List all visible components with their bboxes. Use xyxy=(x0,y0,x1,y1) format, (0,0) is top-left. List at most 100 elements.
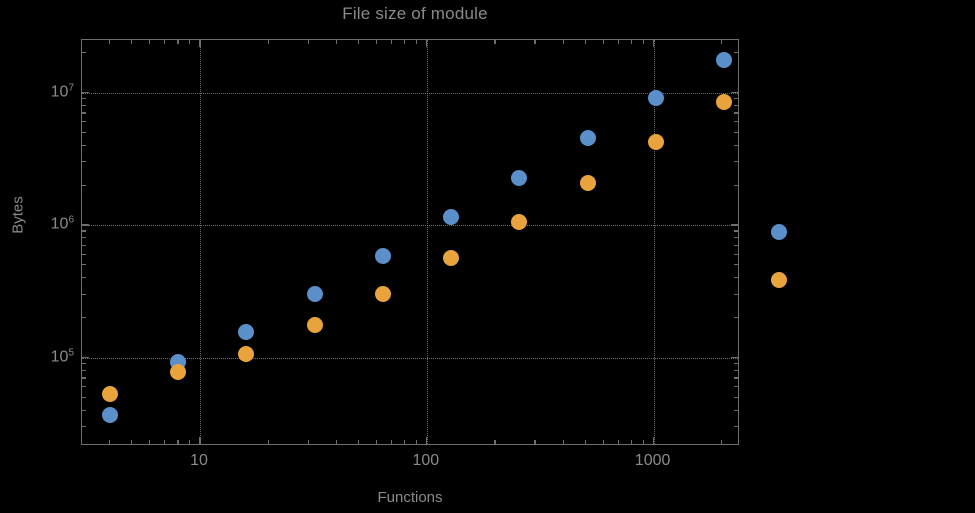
data-point-orange-series[interactable] xyxy=(306,317,323,334)
x-axis-tick-minor xyxy=(534,40,536,44)
y-axis-tick-minor xyxy=(82,396,86,398)
x-axis-tick-major xyxy=(199,40,201,47)
y-axis-tick-minor xyxy=(82,369,86,371)
x-axis-tick-minor xyxy=(149,40,151,44)
y-axis-tick-major xyxy=(731,91,738,94)
data-point-outside-orange-series[interactable] xyxy=(770,271,787,288)
y-axis-tick-minor xyxy=(734,264,738,266)
data-point-orange-series[interactable] xyxy=(374,286,391,303)
y-tick-mantissa: 10 xyxy=(50,83,69,101)
x-axis-tick-minor xyxy=(562,40,564,44)
y-axis-tick-minor xyxy=(82,97,86,100)
x-axis-tick-minor xyxy=(375,40,378,44)
x-axis-tick-minor xyxy=(404,40,406,44)
data-point-blue-series[interactable] xyxy=(101,406,118,423)
x-axis-tick-minor xyxy=(631,40,633,44)
y-axis-tick-labels: 105 106 107 xyxy=(0,0,74,513)
gridline-horizontal xyxy=(82,225,738,226)
y-axis-tick-minor xyxy=(734,396,738,398)
x-axis-tick-major xyxy=(652,40,655,47)
data-point-blue-series[interactable] xyxy=(579,130,596,147)
data-point-orange-series[interactable] xyxy=(238,345,255,362)
x-axis-tick-minor xyxy=(617,440,620,444)
x-axis-tick-minor xyxy=(164,440,166,444)
x-axis-tick-minor xyxy=(391,440,393,444)
data-point-orange-series[interactable] xyxy=(579,174,596,191)
y-axis-tick-minor xyxy=(734,369,738,371)
y-axis-tick-major xyxy=(731,356,738,359)
data-point-orange-series[interactable] xyxy=(101,386,118,403)
data-point-blue-series[interactable] xyxy=(238,324,255,341)
data-point-orange-series[interactable] xyxy=(511,213,528,230)
x-axis-tick-minor xyxy=(189,440,191,444)
x-axis-tick-minor xyxy=(721,40,723,44)
data-point-blue-series[interactable] xyxy=(374,248,391,265)
y-axis-tick-minor xyxy=(82,131,86,133)
data-point-orange-series[interactable] xyxy=(647,134,664,151)
y-tick-exponent: 7 xyxy=(68,81,74,93)
x-axis-tick-labels: 10 100 1000 xyxy=(81,452,739,476)
x-axis-tick-minor xyxy=(642,440,644,444)
y-tick-exponent: 5 xyxy=(68,346,74,358)
y-axis-tick-label: 105 xyxy=(51,347,74,366)
plot-frame xyxy=(81,39,739,445)
y-axis-tick-minor xyxy=(734,409,738,411)
y-axis-tick-minor xyxy=(82,409,86,411)
plot-area xyxy=(82,40,738,444)
x-axis-tick-minor xyxy=(415,40,417,44)
x-axis-tick-minor xyxy=(307,440,309,444)
x-axis-tick-minor xyxy=(335,40,338,44)
x-axis-tick-minor xyxy=(109,440,111,444)
x-axis-tick-minor xyxy=(584,40,586,44)
y-axis-tick-minor xyxy=(82,121,86,123)
data-point-blue-series[interactable] xyxy=(443,208,460,225)
x-axis-tick-minor xyxy=(404,440,406,444)
x-axis-title: Functions xyxy=(377,489,443,506)
x-axis-tick-minor xyxy=(642,40,644,44)
y-axis-tick-minor xyxy=(734,230,738,232)
x-axis-tick-major xyxy=(652,437,655,444)
x-axis-tick-label: 1000 xyxy=(634,452,671,469)
x-axis-tick-minor xyxy=(602,40,604,44)
x-axis-tick-minor xyxy=(534,440,536,444)
gridline-horizontal xyxy=(82,357,738,359)
x-axis-tick-minor xyxy=(267,440,269,444)
y-axis-tick-minor xyxy=(82,264,86,266)
y-tick-mantissa: 10 xyxy=(50,215,69,233)
y-axis-tick-minor xyxy=(82,237,86,239)
data-point-orange-series[interactable] xyxy=(170,363,187,380)
data-point-outside-blue-series[interactable] xyxy=(770,224,787,240)
data-point-blue-series[interactable] xyxy=(647,89,664,106)
data-point-blue-series[interactable] xyxy=(306,286,323,303)
data-point-orange-series[interactable] xyxy=(716,93,733,110)
x-axis-tick-minor xyxy=(602,440,604,444)
x-axis-tick-minor xyxy=(584,440,586,444)
y-axis-tick-minor xyxy=(82,52,86,54)
y-axis-tick-minor xyxy=(734,377,738,379)
y-axis-tick-minor xyxy=(734,121,738,123)
x-axis-tick-minor xyxy=(721,440,723,444)
y-axis-tick-minor xyxy=(82,184,86,186)
x-axis-tick-major xyxy=(426,40,428,47)
x-axis-tick-minor xyxy=(631,440,633,444)
y-axis-tick-minor xyxy=(82,230,86,232)
data-point-orange-series[interactable] xyxy=(443,250,460,267)
y-axis-tick-major xyxy=(82,91,89,94)
x-axis-tick-minor xyxy=(131,40,133,44)
x-axis-tick-minor xyxy=(494,440,496,444)
data-point-blue-series[interactable] xyxy=(716,52,733,69)
y-axis-tick-minor xyxy=(82,104,86,106)
x-axis-tick-minor xyxy=(335,440,338,444)
y-axis-tick-label: 106 xyxy=(51,214,74,233)
data-point-blue-series[interactable] xyxy=(511,170,528,187)
y-axis-tick-minor xyxy=(82,377,86,379)
x-axis-tick-minor xyxy=(267,40,269,44)
x-axis-tick-minor xyxy=(131,440,133,444)
x-axis-tick-minor xyxy=(177,440,179,444)
y-axis-tick-major xyxy=(82,224,89,226)
y-axis-tick-minor xyxy=(82,144,86,146)
y-axis-tick-minor xyxy=(82,293,86,295)
gridline-vertical xyxy=(200,40,201,444)
y-tick-mantissa: 10 xyxy=(50,348,69,366)
gridline-horizontal xyxy=(82,92,738,94)
